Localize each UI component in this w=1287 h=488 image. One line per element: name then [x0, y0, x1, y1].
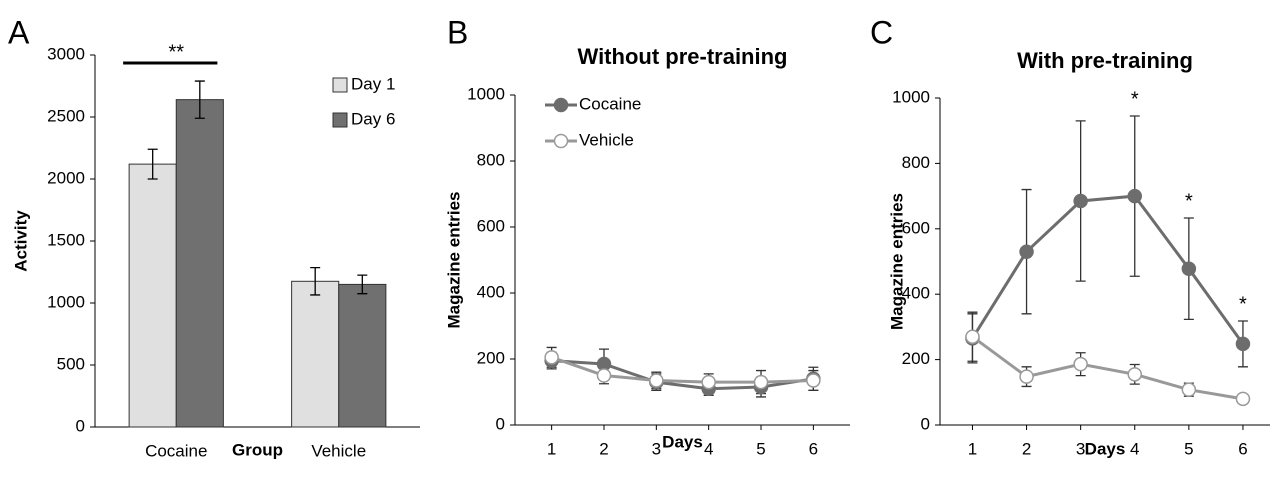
marker [1181, 382, 1197, 397]
bar [291, 280, 340, 428]
y-tick-label: 200 [902, 349, 930, 368]
y-tick-label: 1000 [892, 87, 930, 106]
panel-label: A [8, 14, 30, 50]
x-tick-label: 3 [1076, 439, 1085, 458]
y-axis-label: Magazine entries [444, 192, 463, 329]
legend-label: Vehicle [579, 130, 634, 149]
y-tick-label: 800 [477, 150, 505, 169]
x-tick-label: 5 [756, 439, 765, 458]
y-tick-label: 1500 [47, 230, 85, 249]
series-line [971, 194, 1245, 345]
error-bar [194, 80, 205, 119]
marker [649, 373, 664, 388]
chart-title: Without pre-training [578, 44, 788, 69]
error-bar [310, 267, 321, 296]
x-tick-label: 4 [1130, 439, 1139, 458]
legend-label: Day 1 [351, 74, 395, 93]
marker [965, 329, 980, 344]
marker [544, 350, 559, 365]
bar [175, 99, 224, 428]
y-tick-label: 600 [902, 218, 930, 237]
legend-label: Day 6 [351, 109, 395, 128]
marker [1073, 193, 1088, 209]
marker [1235, 336, 1251, 352]
marker [1127, 188, 1143, 204]
y-tick-label: 200 [477, 348, 505, 367]
bar [128, 163, 177, 428]
annotation: * [1185, 190, 1193, 212]
x-tick-label: 6 [809, 439, 818, 458]
annotation: * [1131, 88, 1139, 110]
legend-marker [553, 97, 569, 113]
x-tick-label: 4 [704, 439, 713, 458]
y-tick-label: 400 [477, 282, 505, 301]
marker [1127, 367, 1143, 382]
error-bar [147, 148, 158, 180]
annotation: * [1239, 293, 1247, 315]
x-axis-label: Days [1085, 439, 1126, 458]
legend-label: Cocaine [579, 94, 641, 113]
x-tick-label: 2 [599, 439, 608, 458]
x-axis-label: Days [662, 432, 703, 451]
series-line [551, 359, 814, 391]
y-tick-label: 0 [921, 414, 930, 433]
marker [1181, 261, 1197, 276]
series-line [971, 335, 1244, 401]
x-tick-label: 6 [1238, 439, 1247, 458]
y-axis-label: Magazine entries [887, 193, 906, 330]
marker [596, 368, 612, 383]
legend-swatch [332, 112, 348, 128]
y-tick-label: 0 [76, 416, 85, 435]
y-tick-label: 0 [496, 414, 505, 433]
chart-title: With pre-training [1017, 48, 1193, 73]
x-tick-label: Cocaine [145, 441, 207, 460]
marker [1019, 244, 1034, 259]
marker [1073, 356, 1088, 372]
y-tick-label: 2500 [47, 106, 85, 125]
y-tick-label: 400 [902, 284, 930, 303]
y-tick-label: 500 [57, 354, 85, 373]
legend-swatch [332, 77, 348, 93]
y-tick-label: 1000 [47, 292, 85, 311]
marker [1235, 391, 1251, 407]
x-tick-label: 1 [547, 439, 556, 458]
marker [1019, 369, 1034, 384]
panel-label: C [870, 14, 893, 50]
y-tick-label: 3000 [47, 44, 85, 63]
x-tick-label: 3 [652, 439, 661, 458]
y-tick-label: 1000 [467, 84, 505, 103]
x-tick-label: 2 [1022, 439, 1031, 458]
panel-label: B [447, 14, 468, 50]
annotation: ** [168, 41, 184, 63]
error-bar [357, 274, 368, 295]
bar [338, 283, 387, 428]
x-tick-label: 1 [968, 439, 977, 458]
legend-marker [553, 133, 569, 149]
marker [806, 373, 821, 388]
series-line [551, 355, 814, 384]
y-axis-label: Activity [11, 210, 30, 272]
x-axis-label: Group [232, 440, 283, 459]
marker [753, 374, 769, 390]
x-tick-label: 5 [1184, 439, 1193, 458]
y-tick-label: 2000 [47, 168, 85, 187]
marker [701, 374, 716, 390]
y-tick-label: 600 [477, 216, 505, 235]
x-tick-label: Vehicle [311, 441, 366, 460]
y-tick-label: 800 [902, 153, 930, 172]
